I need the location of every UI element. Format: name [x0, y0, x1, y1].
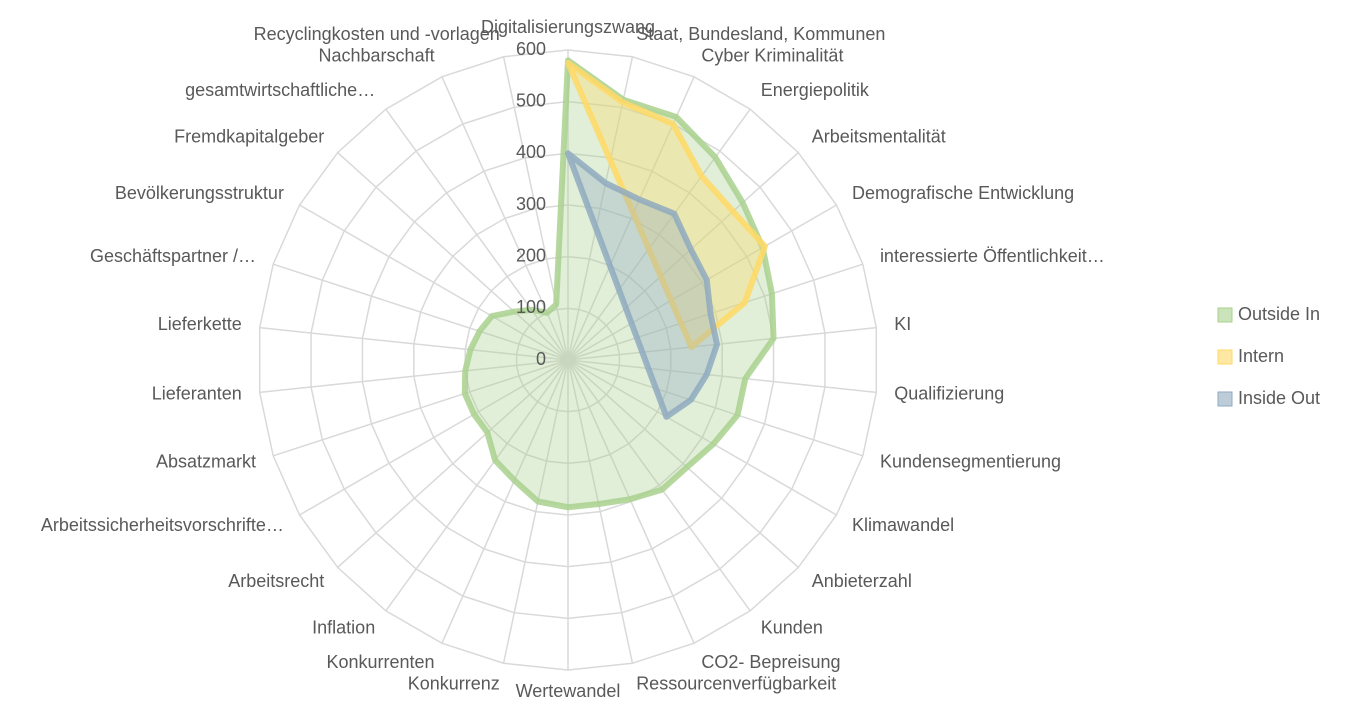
category-label: Staat, Bundesland, Kommunen [636, 24, 885, 44]
legend-swatch [1217, 391, 1233, 407]
spoke [337, 152, 569, 361]
spoke [441, 359, 569, 644]
r-tick-label: 300 [516, 194, 546, 214]
category-label: Cyber Kriminalität [701, 45, 843, 65]
category-label: gesamtwirtschaftliche… [185, 80, 375, 100]
spoke [502, 56, 569, 361]
r-tick-label: 400 [516, 142, 546, 162]
legend-label: Inside Out [1238, 388, 1320, 408]
r-tick-label: 500 [516, 90, 546, 110]
spoke [385, 359, 569, 612]
spoke [259, 359, 569, 394]
category-label: Kunden [761, 617, 823, 637]
spoke [567, 152, 799, 361]
r-tick-label: 0 [536, 349, 546, 369]
category-label: Lieferkette [158, 314, 242, 334]
category-label: Konkurrenten [327, 652, 435, 672]
spoke [567, 326, 877, 361]
category-label: Qualifizierung [894, 383, 1004, 403]
spoke [259, 326, 569, 361]
category-label: Ressourcenverfügbarkeit [636, 673, 836, 693]
legend-swatch [1217, 307, 1233, 323]
legend-swatch [1217, 349, 1233, 365]
category-label: Arbeitssicherheitsvorschrifte… [41, 515, 284, 535]
category-label: CO2- Bepreisung [701, 652, 840, 672]
category-label: Lieferanten [152, 383, 242, 403]
category-label: Absatzmarkt [156, 451, 256, 471]
category-label: Nachbarschaft [319, 45, 435, 65]
spoke [502, 359, 569, 664]
series-area [565, 59, 768, 351]
spoke [272, 359, 569, 457]
r-tick-label: 100 [516, 297, 546, 317]
category-label: Wertewandel [516, 681, 621, 701]
category-label: Arbeitsmentalität [812, 127, 946, 147]
category-label: KI [894, 314, 911, 334]
category-label: Demografische Entwicklung [852, 183, 1074, 203]
spoke [567, 359, 877, 394]
category-label: Inflation [312, 617, 375, 637]
spoke [567, 108, 751, 361]
spoke [299, 204, 569, 361]
category-label: interessierte Öffentlichkeit… [880, 246, 1105, 266]
spoke [299, 359, 569, 516]
spoke [567, 204, 837, 361]
spoke [272, 263, 569, 361]
spoke [567, 56, 634, 361]
spoke [567, 359, 799, 568]
category-label: Arbeitsrecht [228, 571, 324, 591]
spoke [567, 359, 751, 612]
spoke [567, 263, 864, 361]
legend-label: Intern [1238, 346, 1284, 366]
category-label: Kundensegmentierung [880, 451, 1061, 471]
spoke [567, 359, 837, 516]
category-label: Recyclingkosten und -vorlagen [254, 24, 500, 44]
legend-label: Outside In [1238, 304, 1320, 324]
r-tick-label: 600 [516, 39, 546, 59]
spoke [337, 359, 569, 568]
spoke [567, 359, 864, 457]
category-label: Bevölkerungsstruktur [115, 183, 284, 203]
category-label: Klimawandel [852, 515, 954, 535]
category-label: Konkurrenz [408, 673, 500, 693]
category-label: Energiepolitik [761, 80, 870, 100]
series-area [565, 150, 721, 420]
category-label: Anbieterzahl [812, 571, 912, 591]
category-label: Fremdkapitalgeber [174, 127, 324, 147]
spoke [385, 108, 569, 361]
category-label: Geschäftspartner /… [90, 246, 256, 266]
r-tick-label: 200 [516, 245, 546, 265]
category-label: Digitalisierungszwang [481, 17, 655, 37]
spoke [567, 359, 634, 664]
